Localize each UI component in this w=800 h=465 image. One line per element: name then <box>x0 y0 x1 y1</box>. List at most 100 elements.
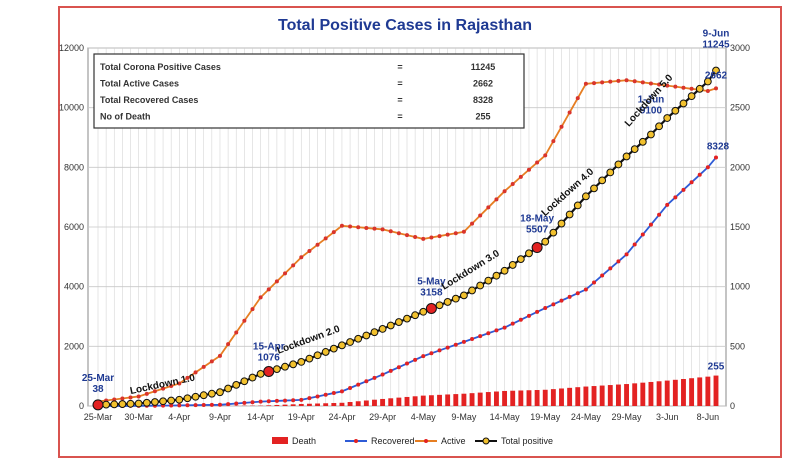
stats-label: No of Death <box>100 112 151 122</box>
point-total-positive <box>159 397 167 406</box>
point-active <box>193 370 198 375</box>
death-bar <box>363 400 369 406</box>
y-tick-label-right: 3000 <box>730 43 750 53</box>
point-total-positive <box>435 301 444 310</box>
death-bar <box>672 379 678 406</box>
point-recovered <box>600 273 605 278</box>
death-bar <box>428 395 434 406</box>
x-tick-label: 19-Apr <box>288 412 315 422</box>
point-recovered <box>396 365 401 370</box>
point-recovered <box>648 222 653 227</box>
point-active <box>209 359 214 364</box>
point-recovered <box>266 399 271 404</box>
death-bar <box>624 384 629 406</box>
point-active <box>405 233 409 238</box>
milestone-date-label: 18-May <box>520 214 554 225</box>
point-active <box>307 249 312 254</box>
point-active <box>551 139 556 144</box>
death-bar <box>567 387 573 406</box>
point-total-positive <box>606 168 615 177</box>
point-recovered <box>583 287 588 292</box>
point-total-positive <box>142 398 151 407</box>
milestone-value-label: 3158 <box>420 288 443 299</box>
y-tick-label-right: 2000 <box>730 162 750 172</box>
point-recovered <box>283 398 288 403</box>
death-bar <box>502 390 508 406</box>
x-tick-label: 30-Mar <box>124 412 153 422</box>
point-total-positive <box>671 106 680 115</box>
point-total-positive <box>622 152 631 161</box>
point-total-positive <box>541 237 550 246</box>
x-tick-label: 9-Apr <box>209 412 231 422</box>
point-total-positive <box>590 184 598 193</box>
point-total-positive <box>476 281 485 290</box>
point-recovered <box>535 309 540 314</box>
point-recovered <box>250 400 255 405</box>
point-recovered <box>697 172 702 177</box>
point-active <box>120 396 125 401</box>
point-total-positive <box>272 365 281 374</box>
milestone-date-label: 15-Apr <box>253 342 285 353</box>
death-bar <box>607 385 613 406</box>
point-total-positive <box>516 255 525 264</box>
point-active <box>356 225 361 230</box>
point-recovered <box>616 259 621 264</box>
death-bar <box>697 377 703 406</box>
stats-separator: = <box>397 95 402 105</box>
y-tick-label-left: 2000 <box>64 341 84 351</box>
point-active <box>388 229 393 234</box>
point-recovered <box>559 298 564 303</box>
point-active <box>201 364 206 369</box>
point-total-positive <box>183 394 192 403</box>
death-bar <box>656 381 662 406</box>
point-total-positive <box>232 380 241 389</box>
death-bar <box>266 405 272 406</box>
point-recovered <box>323 392 328 397</box>
death-bar <box>339 402 345 406</box>
point-recovered <box>356 382 361 387</box>
point-recovered <box>518 317 523 322</box>
point-active <box>331 230 336 235</box>
legend-label: Active <box>441 436 466 446</box>
point-recovered <box>681 187 686 192</box>
death-bar <box>550 389 556 406</box>
point-active <box>242 318 247 323</box>
point-total-positive <box>167 396 176 405</box>
point-total-positive <box>305 354 314 363</box>
death-bar <box>632 383 638 406</box>
point-recovered <box>234 401 239 406</box>
point-active <box>689 86 694 91</box>
point-recovered <box>405 361 409 366</box>
point-active <box>372 226 377 231</box>
x-tick-label: 9-May <box>451 412 477 422</box>
point-total-positive <box>386 321 395 330</box>
point-total-positive <box>655 122 663 131</box>
point-recovered <box>592 280 597 285</box>
legend-swatch-death <box>272 437 288 444</box>
point-total-positive <box>378 325 387 333</box>
death-bar <box>664 380 670 406</box>
point-active <box>152 389 157 394</box>
point-total-positive <box>134 399 143 408</box>
point-recovered <box>494 328 499 333</box>
death-bar <box>485 392 491 406</box>
point-total-positive <box>508 261 517 269</box>
point-recovered <box>429 351 434 356</box>
point-active <box>161 386 166 391</box>
point-total-positive <box>565 210 574 219</box>
death-bar <box>469 393 475 406</box>
legend-swatch-marker <box>482 437 490 445</box>
death-bar <box>412 396 418 406</box>
y-tick-label-left: 10000 <box>59 103 84 113</box>
y-tick-label-right: 1000 <box>730 282 750 292</box>
point-recovered <box>551 302 556 307</box>
point-recovered <box>274 398 279 403</box>
point-total-positive <box>451 294 460 303</box>
point-recovered <box>567 294 572 299</box>
point-total-positive <box>224 384 233 393</box>
point-active <box>299 255 304 260</box>
point-total-positive <box>630 145 639 154</box>
y-tick-label-left: 8000 <box>64 162 84 172</box>
point-recovered <box>624 252 629 257</box>
point-recovered <box>193 403 198 408</box>
